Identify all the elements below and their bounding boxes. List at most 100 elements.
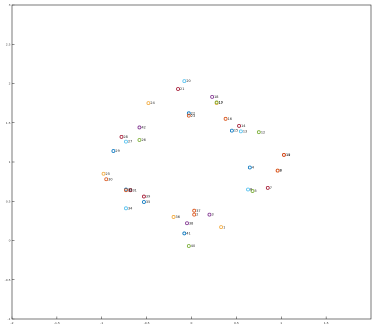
data-point-5 [250,189,255,193]
data-point-3 [207,212,212,217]
data-label-30: 30 [108,177,112,181]
data-label-41: 41 [186,232,190,236]
data-point-25 [101,171,106,176]
data-point-30 [104,177,109,182]
data-point-18 [210,94,215,99]
data-point-21 [176,87,180,91]
data-point-37 [192,208,197,213]
y-tick-label: 2 [9,82,11,86]
data-label-31: 31 [132,188,136,192]
y-tick-label: -1 [8,317,11,321]
data-point-1 [219,225,224,230]
data-point-33 [124,188,128,193]
data-label-27: 27 [128,140,132,144]
data-label-12: 12 [261,130,265,134]
data-point-19 [214,100,219,105]
data-label-23: 23 [191,114,195,118]
data-label-29: 29 [115,149,119,153]
y-tick-label: 1.5 [6,121,11,125]
data-point-12 [256,130,261,135]
data-point-20 [182,79,187,84]
data-label-2: 2 [196,213,198,217]
data-point-2 [192,212,197,217]
data-point-35 [142,200,146,204]
data-point-24 [146,101,151,106]
data-label-1: 1 [223,225,225,229]
axis-ticks: -2 -1.5 -1 -0.5 0 0.5 1 1.5 -1 -0.5 0 0.5 1 1.5 2 2.5 3 [5,3,329,325]
y-tick-label: 1 [9,160,11,164]
data-point-16 [223,116,228,121]
x-tick-label: -1 [100,321,103,325]
data-point-11 [282,153,286,157]
x-tick-label: -2 [11,321,14,325]
x-tick-label: 1 [280,321,282,325]
data-label-6: 6 [250,188,252,192]
data-point-6 [246,187,250,192]
data-label-40: 40 [191,244,195,248]
data-label-17: 17 [219,101,223,105]
data-label-10: 10 [286,153,290,157]
x-tick-label: -1.5 [54,321,60,325]
y-tick-label: -0.5 [5,278,11,282]
data-point-22 [186,111,191,116]
data-label-35: 35 [146,200,150,204]
data-label-8: 8 [280,169,282,173]
data-label-3: 3 [211,213,213,217]
data-label-4: 4 [252,166,254,170]
data-point-42 [137,125,142,130]
data-point-27 [124,139,128,144]
data-point-14 [237,123,241,128]
data-label-32: 32 [128,188,132,192]
y-tick-label: 2.5 [6,42,11,46]
data-label-16: 16 [228,117,232,121]
data-label-26: 26 [141,138,145,142]
x-tick-label: 0.5 [234,321,239,325]
data-point-36 [171,215,176,219]
data-point-31 [128,188,133,193]
data-label-19: 19 [219,100,223,104]
data-label-13: 13 [243,129,247,133]
data-point-28 [119,134,124,139]
data-label-38: 38 [189,221,193,225]
data-label-34: 34 [128,206,132,210]
data-label-14: 14 [241,124,245,128]
data-label-22: 22 [191,111,195,115]
x-tick-label: -0.5 [144,321,150,325]
data-point-4 [247,165,252,170]
data-label-25: 25 [106,172,110,176]
data-point-38 [185,221,189,226]
data-label-37: 37 [196,209,200,213]
data-label-7: 7 [270,186,272,190]
data-label-18: 18 [214,95,218,99]
data-point-26 [137,138,142,142]
data-point-23 [186,113,191,118]
y-tick-label: 3 [9,3,11,7]
y-tick-label: 0.5 [6,199,11,203]
data-label-33: 33 [128,188,132,192]
data-label-42: 42 [141,126,145,130]
data-point-15 [229,128,234,133]
data-point-13 [238,129,243,134]
data-point-34 [124,206,128,211]
data-label-9: 9 [280,169,282,173]
data-label-39: 39 [146,195,150,199]
data-label-21: 21 [180,87,184,91]
data-point-29 [111,149,116,153]
data-label-20: 20 [186,79,190,83]
data-point-40 [186,244,191,248]
data-label-15: 15 [234,129,238,133]
data-point-39 [142,194,146,199]
data-label-28: 28 [123,135,127,139]
x-tick-label: 1.5 [324,321,329,325]
data-label-5: 5 [255,189,257,193]
data-point-7 [265,186,270,190]
data-label-11: 11 [286,153,290,157]
plot-area [11,4,372,320]
x-tick-label: 0 [191,321,193,325]
y-tick-label: 0 [9,239,11,243]
data-point-9 [275,168,280,173]
data-point-41 [182,231,187,236]
data-label-36: 36 [176,215,180,219]
